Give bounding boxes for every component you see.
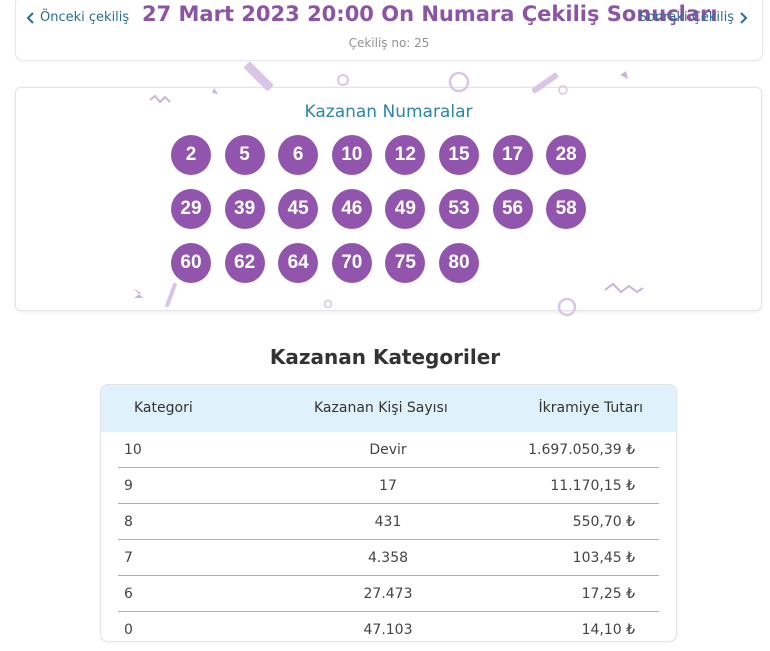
draw-number: Çekiliş no: 25 (348, 36, 430, 50)
winning-number-ball: 2 (171, 135, 211, 175)
table-body: 10 Devir 1.697.050,39 ₺ 9 17 11.170,15 ₺ 8 431 5… (118, 432, 659, 641)
ball-grid: 2 5 6 10 12 15 17 28 29 39 45 46 49 53 56 58 60 62 64 70 75 8… (171, 135, 603, 283)
category-cell: 10 (124, 442, 142, 458)
winning-number-ball: 12 (385, 135, 426, 175)
chevron-left-icon (26, 11, 34, 24)
previous-draw-link[interactable]: Önceki çekiliş (26, 10, 129, 25)
winning-number-ball: 5 (224, 135, 265, 175)
table-header: Kategori Kazanan Kişi Sayısı İkramiye Tu… (101, 385, 676, 432)
draw-navigation-bar: Önceki çekiliş 27 Mart 2023 20:00 On Num… (15, 0, 763, 61)
winning-number-ball: 46 (331, 189, 372, 229)
table-row: 9 17 11.170,15 ₺ (118, 468, 659, 504)
winner-count-cell: Devir (369, 442, 407, 458)
winning-number-ball: 53 (438, 189, 479, 229)
column-header-prize: İkramiye Tutarı (538, 400, 643, 416)
winner-count-cell: 17 (379, 478, 397, 494)
table-row: 6 27.473 17,25 ₺ (118, 576, 659, 612)
winning-number-ball: 70 (331, 243, 372, 283)
winner-count-cell: 27.473 (363, 586, 413, 602)
winning-number-ball: 6 (278, 135, 319, 175)
category-cell: 9 (124, 478, 133, 494)
prize-cell: 103,45 ₺ (572, 550, 635, 566)
category-cell: 8 (124, 514, 133, 530)
winning-number-ball: 49 (385, 189, 426, 229)
winning-number-ball: 60 (171, 243, 211, 283)
table-row: 10 Devir 1.697.050,39 ₺ (118, 432, 659, 468)
winning-number-ball: 64 (278, 243, 319, 283)
prize-cell: 550,70 ₺ (572, 514, 635, 530)
chevron-right-icon (740, 11, 748, 24)
category-cell: 0 (124, 622, 133, 638)
previous-draw-label: Önceki çekiliş (40, 10, 130, 25)
prize-cell: 17,25 ₺ (581, 586, 635, 602)
next-draw-label: Sonraki Çekiliş (638, 10, 734, 25)
column-header-category: Kategori (134, 400, 193, 416)
winning-number-ball: 28 (546, 135, 587, 175)
winning-number-ball: 45 (278, 189, 319, 229)
winning-numbers-title: Kazanan Numaralar (304, 102, 473, 122)
table-row: 0 47.103 14,10 ₺ (118, 612, 659, 641)
winner-count-cell: 4.358 (367, 550, 409, 566)
column-header-winner-count: Kazanan Kişi Sayısı (314, 400, 448, 416)
winning-number-ball: 80 (438, 243, 479, 283)
winning-number-ball: 56 (492, 189, 533, 229)
winning-number-ball: 15 (438, 135, 479, 175)
winning-number-ball: 62 (224, 243, 265, 283)
category-cell: 6 (124, 586, 133, 602)
table-row: 8 431 550,70 ₺ (118, 504, 659, 540)
page-title: 27 Mart 2023 20:00 On Numara Çekiliş Son… (142, 2, 718, 26)
winning-number-ball: 10 (331, 135, 372, 175)
winner-count-cell: 431 (374, 514, 402, 530)
winning-number-ball: 58 (546, 189, 587, 229)
winning-numbers-card: Kazanan Numaralar 2 5 6 10 12 15 17 28 29 39 45 46 4… (15, 87, 762, 311)
category-cell: 7 (124, 550, 133, 566)
winning-categories-table: Kategori Kazanan Kişi Sayısı İkramiye Tu… (100, 384, 677, 642)
next-draw-link[interactable]: Sonraki Çekiliş (639, 10, 748, 25)
winning-number-ball: 75 (385, 243, 426, 283)
winning-number-ball: 29 (171, 189, 211, 229)
table-row: 7 4.358 103,45 ₺ (118, 540, 659, 576)
prize-cell: 14,10 ₺ (581, 622, 635, 638)
winner-count-cell: 47.103 (363, 622, 413, 638)
prize-cell: 11.170,15 ₺ (550, 478, 635, 494)
winning-number-ball: 17 (492, 135, 533, 175)
winning-number-ball: 39 (224, 189, 265, 229)
winning-categories-title: Kazanan Kategoriler (269, 345, 501, 369)
prize-cell: 1.697.050,39 ₺ (528, 442, 635, 458)
